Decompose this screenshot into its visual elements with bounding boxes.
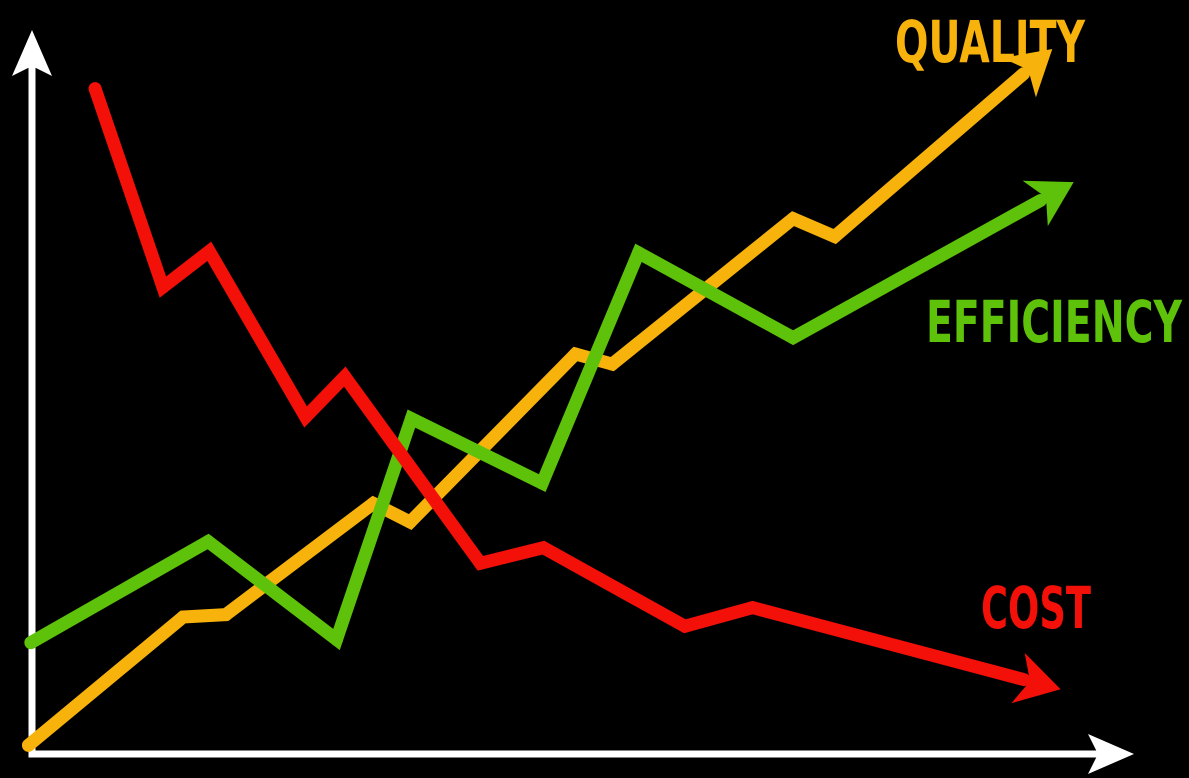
- efficiency-data-point: [535, 476, 549, 490]
- quality-data-point: [22, 738, 35, 752]
- quality-data-point: [403, 515, 417, 529]
- quality-label: QUALITY: [895, 8, 1086, 76]
- quality-data-point: [786, 212, 800, 226]
- efficiency-label: EFFICIENCY: [926, 288, 1183, 356]
- cost-data-point: [156, 280, 170, 294]
- efficiency-arrowhead: [1022, 180, 1074, 227]
- quality-data-point: [828, 230, 842, 243]
- y-axis-arrowhead: [12, 30, 52, 76]
- cost-arrowhead: [1011, 652, 1061, 704]
- efficiency-data-point: [201, 535, 215, 548]
- efficiency-data-point: [24, 636, 38, 650]
- cost-label: COST: [981, 574, 1091, 642]
- quality-data-point: [219, 608, 233, 622]
- cost-data-point: [473, 556, 487, 570]
- cost-data-point: [338, 370, 352, 384]
- efficiency-series-line: [24, 194, 1047, 651]
- cost-data-point: [88, 82, 102, 96]
- series-layer: [22, 49, 1074, 752]
- cost-series-line: [88, 82, 1031, 687]
- cost-data-point: [202, 244, 216, 258]
- quality-arrowhead: [1002, 49, 1053, 98]
- efficiency-data-point: [632, 246, 645, 260]
- quality-series-line: [22, 67, 1030, 752]
- quality-data-point: [605, 357, 619, 371]
- cost-data-point: [536, 541, 550, 555]
- cost-data-point: [746, 601, 760, 615]
- quality-data-point: [176, 610, 190, 624]
- x-axis-arrowhead: [1088, 734, 1134, 774]
- efficiency-data-point: [404, 412, 418, 426]
- quality-data-point: [569, 347, 582, 361]
- cost-data-point: [678, 619, 692, 633]
- cost-data-point: [299, 410, 313, 424]
- efficiency-data-point: [786, 331, 800, 345]
- efficiency-data-point: [330, 633, 343, 646]
